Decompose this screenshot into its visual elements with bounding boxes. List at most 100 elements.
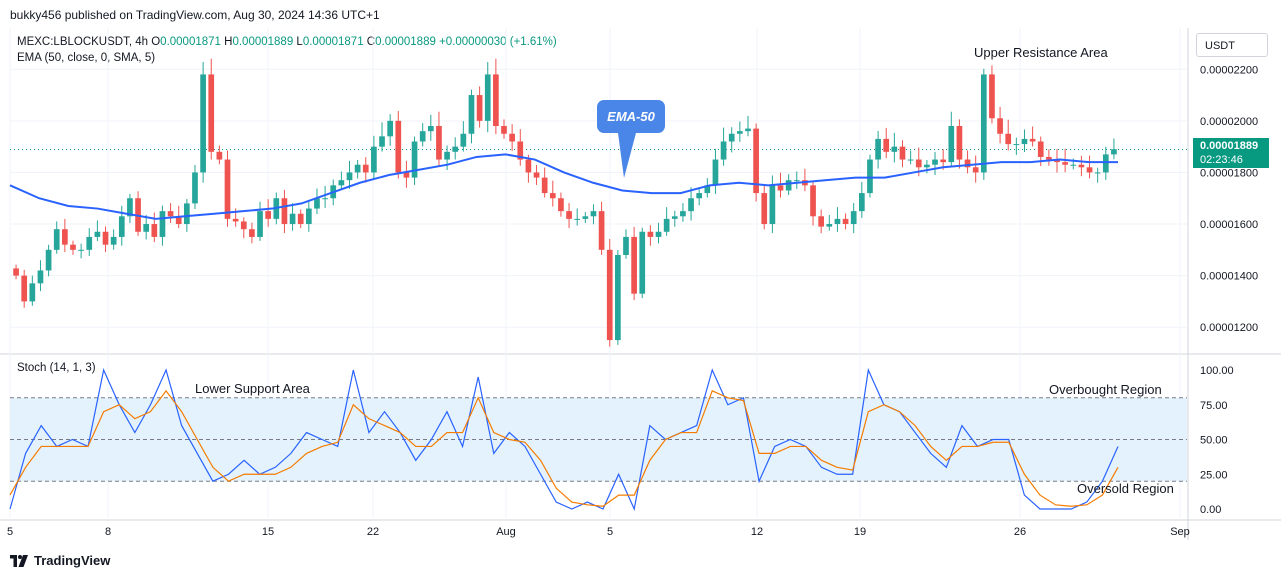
price-tick-label: 0.00001200 xyxy=(1200,322,1258,334)
candle-body xyxy=(598,211,605,250)
candle-body xyxy=(21,275,28,302)
candle-body xyxy=(541,177,548,194)
candle-body xyxy=(362,164,369,173)
stoch-band xyxy=(10,397,1187,482)
legend-ema: EMA (50, close, 0, SMA, 5) xyxy=(17,52,156,64)
candle-body xyxy=(403,172,410,178)
publish-line: bukky456 published on TradingView.com, A… xyxy=(10,8,380,22)
legend-low-label: L xyxy=(296,36,303,48)
candle-body xyxy=(558,198,564,212)
candle-body xyxy=(1021,138,1028,145)
candle-body xyxy=(1046,156,1052,160)
current-price: 0.00001889 xyxy=(1200,140,1259,152)
candle-body xyxy=(143,224,150,232)
candle-body xyxy=(549,193,556,199)
candle-body xyxy=(427,126,434,132)
candle-body xyxy=(86,236,93,250)
candle-body xyxy=(769,185,776,225)
legend-low: 0.00001871 xyxy=(302,36,364,48)
candle-body xyxy=(102,231,109,245)
candle-body xyxy=(322,198,328,200)
candle-body xyxy=(159,211,166,237)
upper-resistance-label: Upper Resistance Area xyxy=(974,45,1108,60)
oversold-label: Oversold Region xyxy=(1077,481,1174,496)
candle-body xyxy=(281,198,288,225)
candle-body xyxy=(29,283,36,302)
candle-body xyxy=(468,95,475,134)
candle-body xyxy=(891,146,898,152)
candle-body xyxy=(200,74,206,173)
candle-body xyxy=(1102,154,1109,173)
candle-body xyxy=(745,128,751,132)
candle-body xyxy=(62,229,68,245)
candle-body xyxy=(192,172,198,204)
candle-body xyxy=(444,151,450,160)
candle-body xyxy=(590,211,597,217)
footer-brand[interactable]: TradingView xyxy=(10,553,110,568)
legend-high: 0.00001889 xyxy=(232,36,294,48)
candle-body xyxy=(940,159,947,163)
candle-body xyxy=(924,164,930,168)
stoch-d-line xyxy=(9,389,1119,507)
candle-body xyxy=(232,218,239,222)
ema50-line xyxy=(9,153,1118,220)
candle-body xyxy=(582,216,589,219)
footer-brand-label: TradingView xyxy=(34,553,111,568)
currency-selector[interactable]: USDT xyxy=(1196,33,1268,57)
price-tick-label: 0.00001600 xyxy=(1200,219,1258,231)
candle-body xyxy=(501,126,507,134)
candle-body xyxy=(379,136,385,147)
candle-body xyxy=(696,193,703,199)
candle-body xyxy=(915,159,922,168)
axes: 0.00002200 0.00002000 0.00001800 0.00001600… xyxy=(7,64,1258,538)
candle-body xyxy=(907,159,914,161)
candle-body xyxy=(167,211,174,217)
candle-body xyxy=(989,74,995,119)
time-tick-label: 5 xyxy=(607,526,613,538)
time-tick-label: 15 xyxy=(262,526,274,538)
time-tick-label: Aug xyxy=(496,526,516,538)
candle-body xyxy=(94,231,101,237)
candle-body xyxy=(842,218,849,225)
candle-body xyxy=(257,211,263,237)
candle-body xyxy=(13,268,19,276)
price-tick-label: 0.00001400 xyxy=(1200,271,1258,283)
candle-body xyxy=(761,193,768,225)
candle-body xyxy=(997,118,1003,134)
ema-line xyxy=(9,153,1118,220)
candle-body xyxy=(810,185,816,217)
price-tick-label: 0.00001800 xyxy=(1200,167,1258,179)
candle-body xyxy=(655,231,662,237)
candle-body xyxy=(175,216,182,225)
candle-body xyxy=(834,218,841,225)
legend-symbol: MEXC:LBLOCKUSDT, 4h xyxy=(17,36,149,48)
candle-body xyxy=(45,249,52,271)
candle-body xyxy=(1062,162,1068,165)
overbought-label: Overbought Region xyxy=(1049,382,1162,397)
candle-body xyxy=(631,236,637,294)
candle-body xyxy=(509,133,515,142)
candle-body xyxy=(476,95,483,121)
candle-body xyxy=(932,159,938,165)
candle-body xyxy=(525,159,532,173)
candle-body xyxy=(110,236,117,245)
time-tick-label: 8 xyxy=(105,526,111,538)
candle-body xyxy=(712,159,719,186)
candle-body xyxy=(980,74,987,173)
candle-body xyxy=(1078,164,1085,168)
candle-body xyxy=(1029,138,1036,142)
time-tick-label: 5 xyxy=(7,526,13,538)
candle-body xyxy=(354,164,361,173)
candle-body xyxy=(671,216,678,219)
candle-body xyxy=(216,151,223,160)
candle-body xyxy=(517,141,524,160)
candle-body xyxy=(127,198,133,217)
candle-body xyxy=(37,270,44,284)
stoch-tick-label: 25.00 xyxy=(1200,469,1228,481)
candle-body xyxy=(793,180,800,182)
stoch-lines xyxy=(9,367,1119,511)
candle-body xyxy=(680,211,686,217)
candle-body xyxy=(411,141,418,178)
candle-body xyxy=(484,74,491,121)
